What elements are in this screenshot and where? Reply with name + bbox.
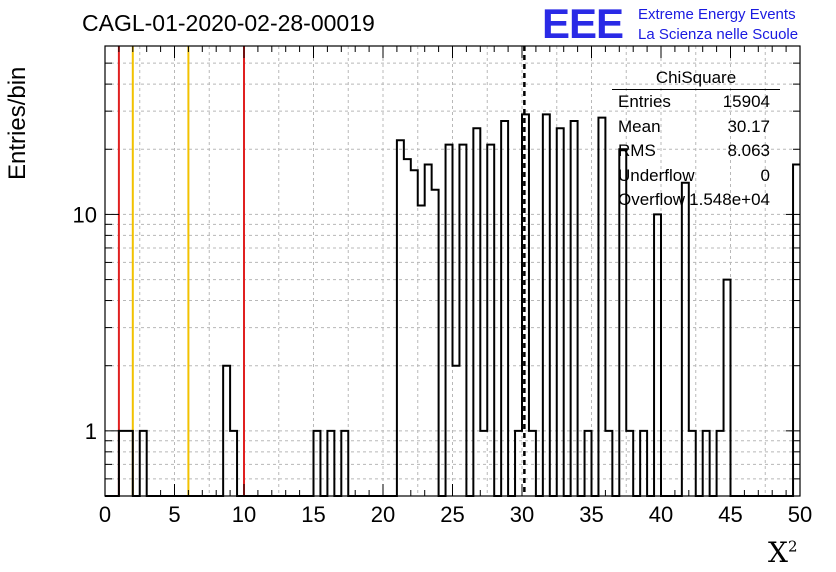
histogram-series: [105, 113, 800, 497]
x-axis-label-superscript: 2: [787, 537, 798, 556]
stats-value: 1.548e+04: [689, 190, 770, 209]
stats-row-entries: Entries 15904: [612, 92, 780, 117]
stats-key: Entries: [618, 92, 671, 111]
stats-box: ChiSquare Entries 15904 Mean 30.17 RMS 8…: [612, 68, 780, 215]
stats-value: 0: [760, 165, 770, 185]
x-tick-label: 10: [232, 502, 256, 527]
stats-key: Underflow: [618, 165, 695, 185]
y-tick-label: 1: [85, 419, 97, 444]
run-title: CAGL-01-2020-02-28-00019: [82, 10, 375, 36]
stats-key: Overflow: [618, 190, 686, 209]
x-tick-label: 40: [649, 502, 673, 527]
stats-key: Mean: [618, 116, 661, 136]
x-axis-label-base: X: [768, 536, 788, 569]
x-tick-label: 50: [788, 502, 812, 527]
stats-row-rms: RMS 8.063: [612, 141, 780, 166]
y-tick-label: 10: [73, 202, 97, 227]
stats-title: ChiSquare: [612, 68, 780, 90]
x-tick-label: 30: [510, 502, 534, 527]
x-tick-label: 45: [718, 502, 742, 527]
x-tick-label: 35: [579, 502, 603, 527]
stats-row-mean: Mean 30.17: [612, 117, 780, 142]
stats-key: RMS: [618, 141, 656, 160]
x-tick-label: 0: [99, 502, 111, 527]
x-tick-label: 15: [301, 502, 325, 527]
stats-value: 8.063: [727, 141, 770, 160]
stats-value: 15904: [722, 92, 770, 111]
logo-mark: EEE: [542, 0, 624, 47]
stats-value: 30.17: [727, 116, 770, 136]
x-axis-label: X2: [768, 536, 797, 569]
stats-row-underflow: Underflow 0: [612, 166, 780, 191]
logo-line-1: Extreme Energy Events: [638, 6, 796, 23]
x-tick-label: 25: [440, 502, 464, 527]
stats-row-overflow: Overflow 1.548e+04: [612, 190, 780, 215]
y-axis-label: Entries/bin: [4, 66, 31, 180]
logo-line-2: La Scienza nelle Scuole: [638, 26, 799, 43]
x-tick-label: 5: [168, 502, 180, 527]
x-tick-label: 20: [371, 502, 395, 527]
